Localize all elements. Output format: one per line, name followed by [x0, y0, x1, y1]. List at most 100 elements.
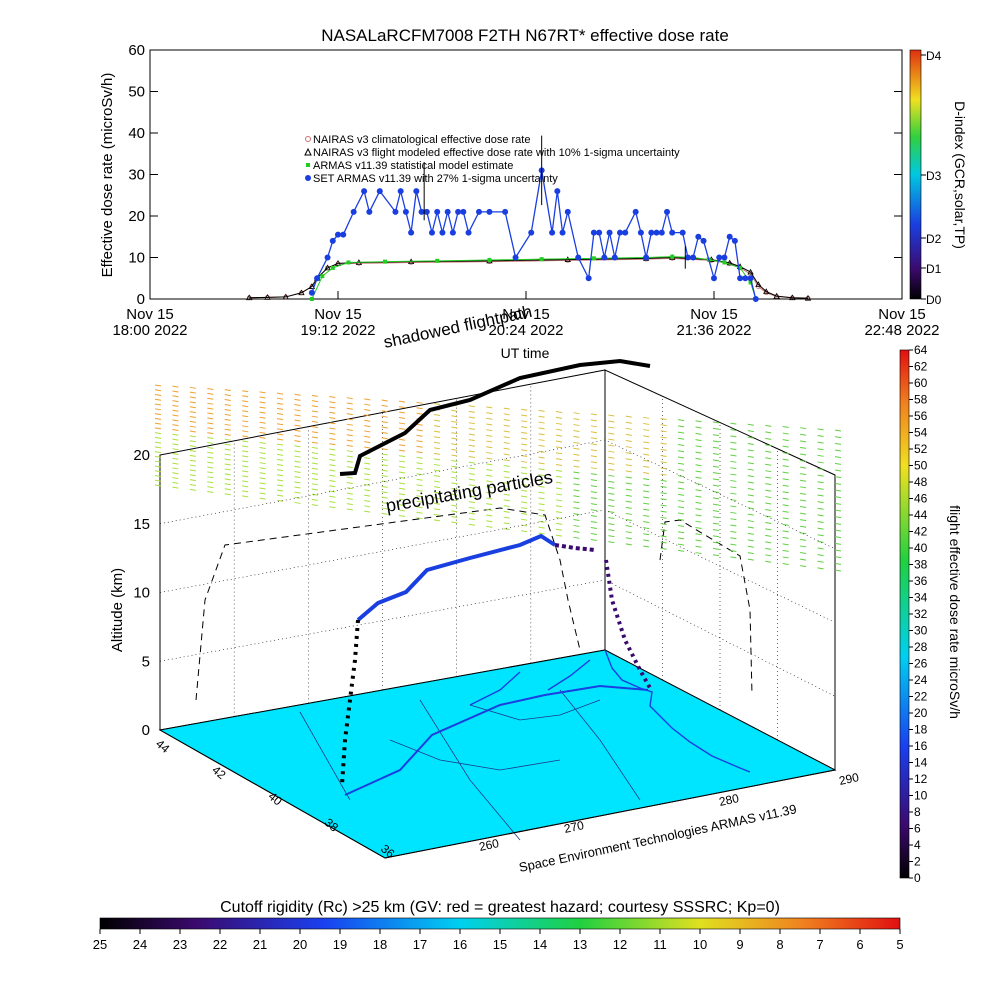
precip-mark — [573, 418, 580, 421]
data-point — [455, 208, 462, 215]
precip-mark — [311, 420, 319, 423]
rigidity-tick-label: 6 — [856, 937, 863, 952]
precip-mark — [276, 469, 284, 472]
precip-mark — [817, 454, 824, 457]
precip-mark — [486, 503, 493, 506]
precip-mark — [276, 412, 284, 415]
precip-mark — [311, 462, 319, 465]
precip-mark — [311, 472, 319, 475]
precip-mark — [468, 478, 475, 481]
precip-mark — [346, 439, 353, 442]
precip-mark — [468, 450, 475, 453]
precip-mark — [224, 468, 231, 471]
precip-mark — [590, 425, 597, 428]
precip-mark — [311, 483, 319, 486]
precip-mark — [834, 516, 842, 519]
precip-mark — [294, 429, 301, 432]
precip-mark — [468, 512, 475, 515]
precip-mark — [329, 432, 336, 435]
precip-mark — [242, 490, 249, 493]
precip-mark — [660, 436, 667, 439]
precip-mark — [224, 458, 231, 461]
precip-mark — [259, 426, 266, 429]
precip-mark — [329, 480, 336, 483]
precip-mark — [276, 484, 284, 487]
precip-mark — [800, 440, 807, 443]
precip-mark — [433, 513, 441, 516]
precip-mark — [573, 424, 580, 427]
precip-mark — [154, 441, 162, 444]
precip-mark — [695, 552, 702, 555]
precip-mark — [817, 507, 824, 510]
precip-mark — [207, 471, 214, 474]
precip-mark — [486, 440, 493, 443]
precip-mark — [329, 474, 336, 477]
precip-mark — [765, 528, 772, 531]
precip-mark — [399, 515, 406, 518]
precip-mark — [782, 484, 789, 487]
precip-mark — [590, 431, 597, 434]
precip-mark — [695, 526, 702, 529]
precip-mark — [399, 444, 406, 447]
precip-mark — [677, 549, 685, 552]
precip-mark — [695, 432, 702, 435]
precip-mark — [381, 491, 388, 494]
precip-mark — [730, 467, 737, 470]
precip-mark — [172, 395, 179, 398]
precip-mark — [276, 453, 284, 456]
precip-mark — [259, 421, 266, 424]
precip-mark — [782, 452, 789, 455]
precip-mark — [712, 509, 720, 512]
precip-mark — [259, 487, 266, 490]
precip-mark — [189, 425, 196, 428]
precip-mark — [189, 464, 196, 467]
precip-mark — [608, 535, 615, 538]
precip-mark — [468, 489, 475, 492]
precip-mark — [468, 467, 475, 470]
precip-mark — [800, 512, 807, 515]
precip-mark — [677, 481, 685, 484]
precip-mark — [224, 389, 231, 392]
precip-mark — [224, 399, 231, 402]
precip-mark — [503, 516, 510, 519]
precip-mark — [451, 515, 458, 518]
dose-colorbar-tick-label: 24 — [914, 673, 928, 687]
data-point — [738, 265, 743, 270]
precip-mark — [660, 424, 667, 427]
dose-colorbar-tick-label: 26 — [914, 657, 928, 671]
precip-mark — [765, 437, 772, 440]
precip-mark — [695, 457, 702, 460]
precip-mark — [172, 438, 179, 441]
precip-mark — [207, 441, 214, 444]
precip-mark — [468, 501, 475, 504]
precip-mark — [329, 453, 336, 456]
precip-mark — [399, 406, 406, 409]
precip-mark — [154, 398, 162, 401]
precip-mark — [503, 430, 510, 433]
precip-mark — [834, 449, 842, 452]
precip-mark — [521, 426, 528, 429]
precip-mark — [555, 469, 563, 472]
precip-mark — [573, 501, 580, 504]
precip-mark — [399, 509, 406, 512]
precip-mark — [346, 497, 353, 500]
precip-mark — [329, 485, 336, 488]
precip-mark — [276, 418, 284, 421]
precip-mark — [817, 441, 824, 444]
precip-mark — [590, 437, 597, 440]
precip-mark — [643, 527, 650, 530]
precip-mark — [555, 422, 563, 425]
precip-mark — [608, 438, 615, 441]
precip-mark — [172, 467, 179, 470]
precip-mark — [660, 430, 667, 433]
precip-mark — [608, 474, 615, 477]
precip-mark — [207, 451, 214, 454]
precip-mark — [399, 493, 406, 496]
ground-flight-track — [344, 684, 649, 796]
precip-mark — [346, 444, 353, 447]
precip-mark — [730, 422, 737, 425]
y-tick-label: 40 — [128, 125, 145, 142]
precip-mark — [364, 483, 371, 486]
precip-mark — [329, 506, 336, 509]
precip-mark — [608, 426, 615, 429]
